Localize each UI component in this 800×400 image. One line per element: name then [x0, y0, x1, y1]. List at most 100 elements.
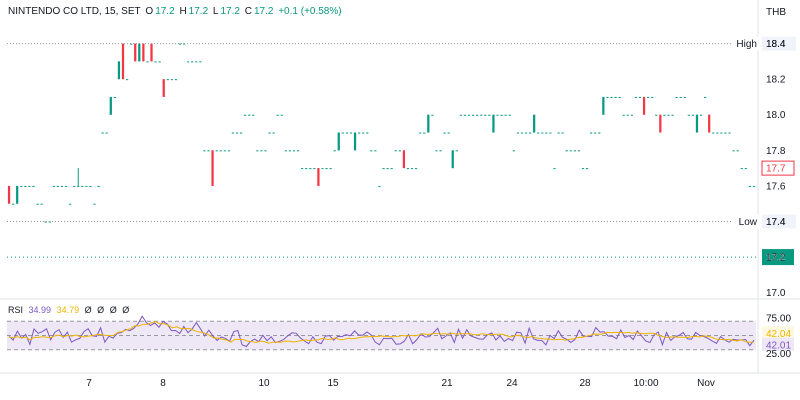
candle[interactable]	[195, 61, 198, 63]
candle[interactable]	[64, 185, 68, 187]
candle[interactable]	[97, 185, 100, 187]
candle[interactable]	[492, 114, 495, 133]
candle[interactable]	[647, 96, 650, 98]
candle[interactable]	[345, 132, 349, 134]
candle[interactable]	[382, 168, 385, 170]
candle[interactable]	[581, 168, 585, 170]
candle[interactable]	[231, 132, 235, 134]
candle[interactable]	[158, 61, 161, 63]
candle[interactable]	[40, 203, 43, 205]
candle[interactable]	[215, 150, 218, 152]
candle[interactable]	[268, 132, 271, 134]
candle[interactable]	[301, 168, 304, 170]
candle[interactable]	[398, 150, 401, 152]
candle[interactable]	[162, 79, 165, 97]
candle[interactable]	[113, 96, 116, 98]
candle[interactable]	[663, 114, 666, 116]
candle[interactable]	[317, 168, 320, 186]
candle[interactable]	[410, 168, 414, 170]
candle[interactable]	[610, 96, 613, 98]
candle[interactable]	[427, 114, 430, 133]
candle[interactable]	[130, 43, 133, 45]
candle[interactable]	[634, 96, 638, 98]
candle[interactable]	[239, 132, 243, 134]
candle[interactable]	[223, 150, 226, 152]
candle[interactable]	[537, 132, 540, 134]
candle[interactable]	[459, 114, 462, 116]
candle[interactable]	[467, 114, 471, 116]
candle[interactable]	[125, 79, 129, 81]
candle[interactable]	[235, 132, 239, 134]
candle[interactable]	[32, 185, 35, 187]
candle[interactable]	[565, 150, 568, 152]
candle[interactable]	[500, 114, 503, 116]
candle[interactable]	[642, 96, 646, 115]
candle[interactable]	[528, 132, 532, 134]
candle[interactable]	[52, 185, 55, 187]
candle[interactable]	[443, 132, 446, 134]
candle[interactable]	[484, 114, 487, 116]
candle[interactable]	[435, 150, 438, 152]
candle[interactable]	[744, 168, 747, 170]
candle[interactable]	[150, 43, 153, 62]
candle[interactable]	[406, 168, 410, 170]
candle[interactable]	[594, 132, 597, 134]
candle[interactable]	[728, 132, 731, 134]
candle[interactable]	[557, 132, 560, 134]
candle[interactable]	[280, 114, 283, 116]
candle[interactable]	[414, 168, 418, 170]
candle[interactable]	[370, 150, 373, 152]
candles[interactable]	[7, 43, 756, 223]
candle[interactable]	[333, 150, 336, 152]
candle[interactable]	[7, 185, 11, 204]
candle[interactable]	[296, 150, 300, 152]
candle[interactable]	[386, 168, 389, 170]
candle[interactable]	[667, 114, 670, 116]
candle[interactable]	[68, 203, 72, 205]
candle[interactable]	[81, 185, 84, 187]
candle[interactable]	[683, 96, 686, 98]
candle[interactable]	[695, 114, 699, 133]
candle[interactable]	[630, 114, 633, 116]
candle[interactable]	[516, 132, 519, 134]
candle[interactable]	[671, 114, 674, 116]
candle[interactable]	[89, 185, 92, 187]
candle[interactable]	[227, 150, 230, 152]
candle[interactable]	[724, 132, 727, 134]
candle[interactable]	[423, 132, 426, 134]
candle[interactable]	[60, 185, 64, 187]
candle[interactable]	[655, 114, 658, 116]
candle[interactable]	[178, 43, 182, 45]
candle[interactable]	[349, 132, 353, 134]
candle[interactable]	[244, 114, 247, 116]
candle[interactable]	[748, 185, 752, 187]
candle[interactable]	[142, 43, 145, 62]
candle[interactable]	[138, 43, 141, 62]
candle[interactable]	[740, 168, 743, 170]
candle[interactable]	[121, 43, 125, 80]
candle[interactable]	[602, 96, 605, 115]
candle[interactable]	[166, 79, 169, 81]
candle[interactable]	[720, 132, 723, 134]
candle[interactable]	[598, 132, 601, 134]
candle[interactable]	[187, 61, 190, 63]
currency-label[interactable]: THB	[766, 7, 786, 18]
candle[interactable]	[471, 114, 475, 116]
candle[interactable]	[699, 114, 703, 116]
candle[interactable]	[93, 203, 96, 205]
candle[interactable]	[219, 150, 222, 152]
candle[interactable]	[541, 132, 544, 134]
candle[interactable]	[292, 150, 296, 152]
candle[interactable]	[174, 79, 178, 81]
candle[interactable]	[431, 114, 434, 116]
candle[interactable]	[476, 114, 479, 116]
candle[interactable]	[590, 132, 593, 134]
candle[interactable]	[390, 168, 393, 170]
candle[interactable]	[752, 185, 756, 187]
candle[interactable]	[313, 168, 316, 170]
candle[interactable]	[716, 132, 719, 134]
candle[interactable]	[284, 150, 287, 152]
candle[interactable]	[520, 132, 524, 134]
candle[interactable]	[703, 96, 707, 98]
candle[interactable]	[524, 132, 528, 134]
